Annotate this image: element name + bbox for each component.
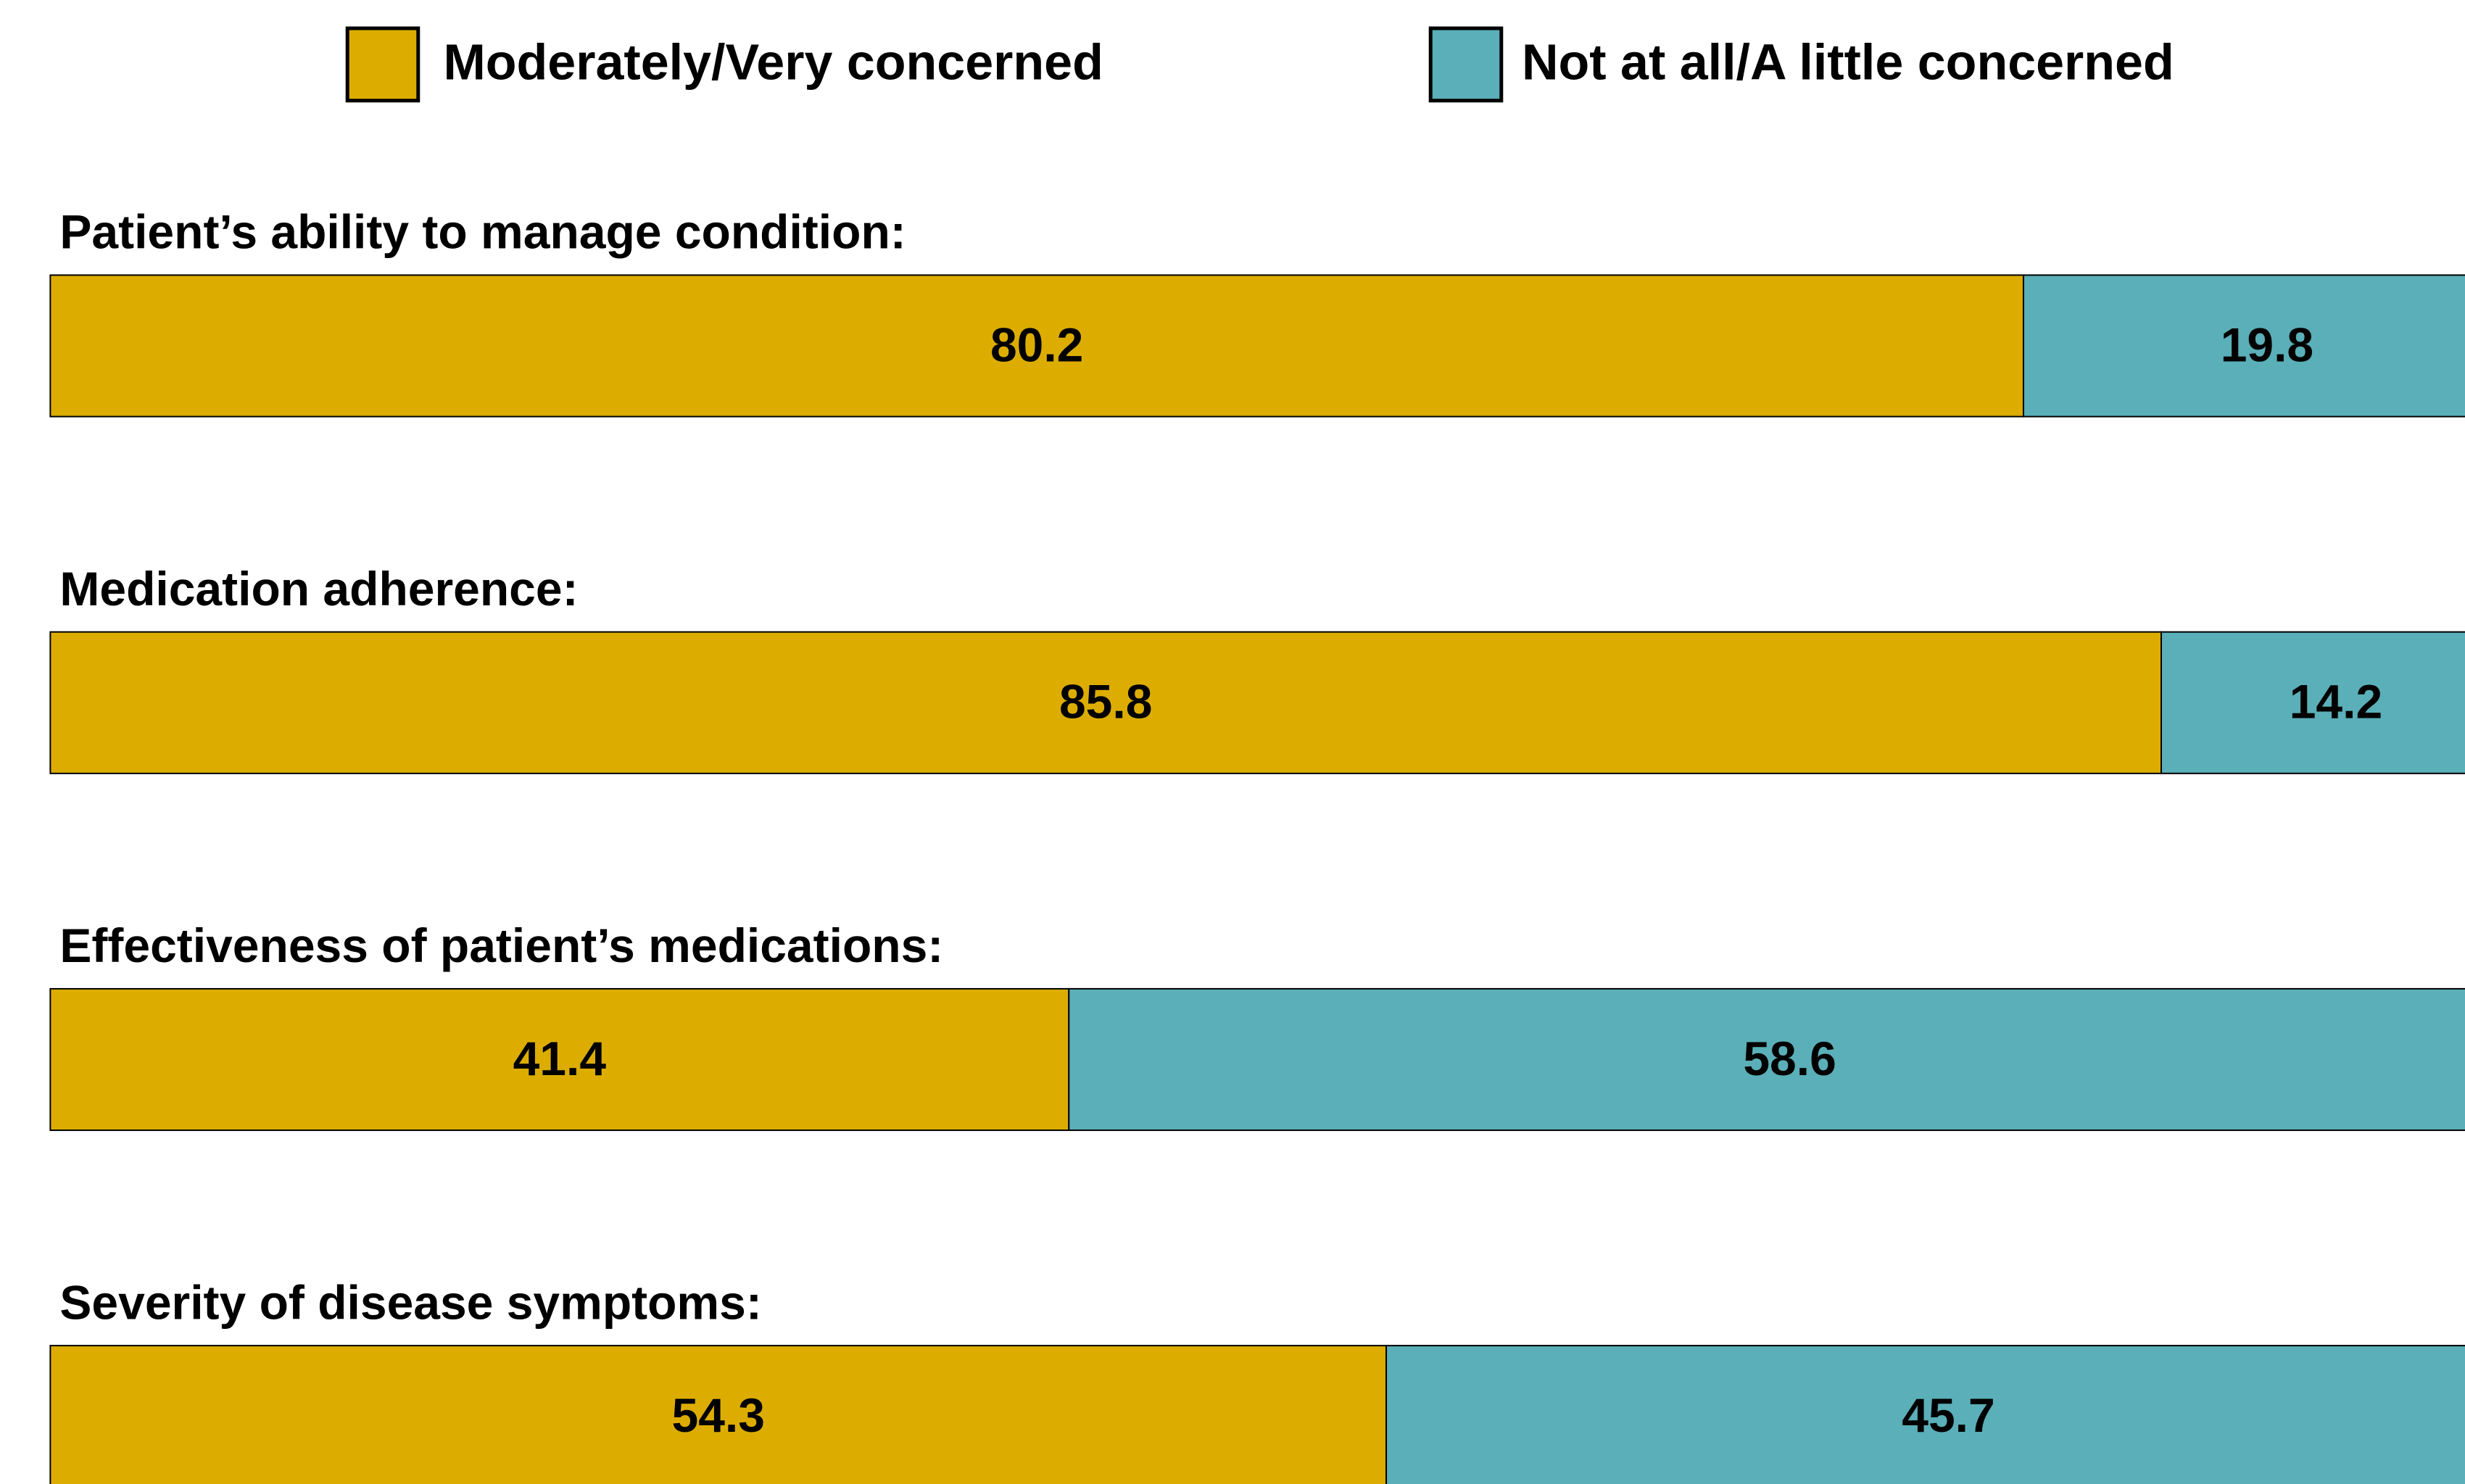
value-label: 80.2 xyxy=(990,318,1083,371)
legend-label: Moderately/Very concerned xyxy=(443,34,1103,91)
value-label: 85.8 xyxy=(1059,675,1152,729)
value-label: 14.2 xyxy=(2290,675,2382,729)
legend-swatch xyxy=(1428,26,1504,103)
value-label: 58.6 xyxy=(1743,1032,1836,1085)
value-label: 45.7 xyxy=(1902,1388,1994,1442)
bar-segment xyxy=(49,274,2024,418)
bar-segment xyxy=(49,1345,1388,1484)
category-label: Medication adherence: xyxy=(59,562,578,615)
bar-segment xyxy=(1068,987,2465,1132)
bar-segment xyxy=(2160,631,2465,774)
legend-swatch xyxy=(345,26,420,103)
bar-segment xyxy=(49,631,2163,774)
value-label: 19.8 xyxy=(2221,318,2313,371)
bar-segment xyxy=(1385,1345,2465,1484)
category-label: Severity of disease symptoms: xyxy=(59,1275,761,1329)
bar-segment xyxy=(49,987,1070,1132)
bar-segment xyxy=(2022,274,2465,418)
value-label: 54.3 xyxy=(671,1388,764,1442)
legend-label: Not at all/A little concerned xyxy=(1522,34,2174,91)
category-label: Patient’s ability to manage condition: xyxy=(59,205,906,259)
value-label: 41.4 xyxy=(513,1032,607,1085)
category-label: Effectiveness of patient’s medications: xyxy=(59,919,943,972)
